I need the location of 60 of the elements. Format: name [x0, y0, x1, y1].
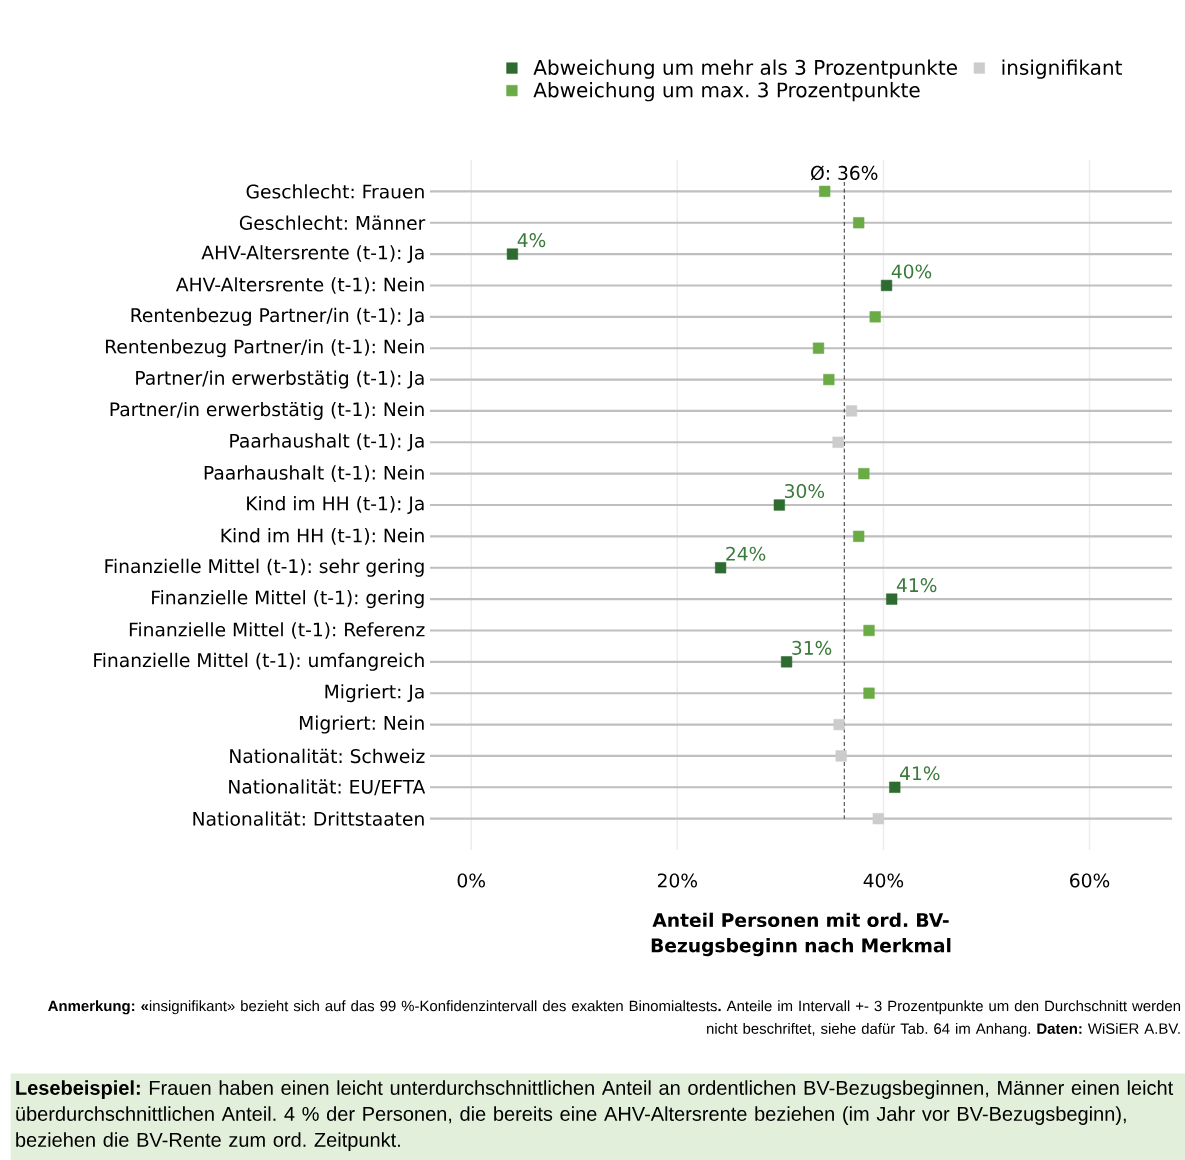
text: Lesebeispiel: Frauen haben einen leicht unterdurchschnittlichen Anteil an ordentlichen BV-Bezugsbeginnen, Männer einen leicht überdurchschnittlichen Anteil. 4 % der Personen, die bereits eine AHV-Altersrente beziehen (im Jahr vor BV-Bezugsbeginn), beziehen die BV-Rente zum ord. Zeitpunkt. — [16, 1080, 1174, 1151]
y-tick-label: Nationalität: Drittstaaten — [193, 811, 424, 826]
y-tick-label: Geschlecht: Frauen — [246, 184, 424, 199]
y-tick-label: Kind im HH (t-1): Ja — [247, 496, 424, 514]
data-label: 41% — [899, 766, 940, 781]
y-tick-label: Finanzielle Mittel (t-1): gering — [152, 590, 424, 609]
point — [819, 185, 831, 197]
data-label: 30% — [785, 483, 825, 499]
y-tick-label: Migriert: Ja — [325, 684, 424, 703]
point — [845, 405, 858, 417]
point — [889, 781, 901, 793]
y-tick-label: Nationalität: Schweiz — [230, 748, 425, 764]
point — [853, 217, 865, 229]
point — [833, 718, 845, 731]
point — [886, 593, 898, 605]
data-label: 4% — [517, 233, 546, 248]
y-tick-label: Paarhaushalt (t-1): Ja — [230, 433, 424, 452]
legend-label: Abweichung um max. 3 Prozentpunkte — [533, 82, 920, 102]
point — [872, 813, 884, 825]
point — [835, 750, 847, 762]
ref-line-label: Ø: 36% — [811, 165, 878, 181]
point — [832, 436, 844, 448]
point — [812, 342, 825, 354]
legend-label: Abweichung um mehr als 3 Prozentpunkte — [533, 59, 957, 79]
legend-label: insignifikant — [1002, 59, 1122, 79]
y-tick-label: Nationalität: EU/EFTA — [229, 779, 426, 796]
point — [823, 373, 835, 386]
data-label: 40% — [891, 264, 932, 279]
point — [869, 311, 881, 323]
text: Anmerkung: «insignifikant» bezieht sich auf das 99 %-Konfidenzintervall des exakten Binomialtests. Anteile im Intervall +- 3 Prozentpunkte um den Durchschnitt werden nicht beschriftet, siehe dafür Tab. 64 im Anhang. Daten: WiSiER A.BV. — [48, 1000, 1181, 1037]
y-tick-label: AHV-Altersrente (t-1): Ja — [201, 245, 424, 264]
y-tick-label: Migriert: Nein — [299, 715, 424, 734]
y-tick-label: AHV-Altersrente (t-1): Nein — [175, 277, 424, 294]
point — [780, 656, 793, 668]
point — [715, 562, 727, 574]
y-tick-label: Finanzielle Mittel (t-1): sehr gering — [105, 558, 424, 577]
x-axis-title: Anteil Personen mit ord. BV-Bezugsbeginn nach Merkmal — [651, 912, 951, 957]
x-tick-label: 40% — [863, 873, 904, 888]
y-tick-label: Finanzielle Mittel (t-1): Referenz — [129, 622, 425, 639]
point — [863, 624, 875, 637]
point — [853, 530, 865, 542]
point — [858, 468, 870, 480]
y-tick-label: Finanzielle Mittel (t-1): umfangreich — [94, 652, 424, 671]
y-tick-label: Partner/in erwerbstätig (t-1): Ja — [136, 370, 424, 389]
y-tick-label: Paarhaushalt (t-1): Nein — [204, 465, 424, 482]
point — [880, 279, 893, 292]
point — [863, 687, 875, 699]
x-tick-label: 0% — [457, 873, 485, 888]
y-tick-label: Partner/in erwerbstätig (t-1): Nein — [110, 401, 424, 420]
data-label: 31% — [792, 640, 832, 655]
y-tick-label: Kind im HH (t-1): Nein — [221, 528, 424, 545]
point — [506, 248, 519, 260]
x-tick-label: 20% — [657, 873, 698, 888]
y-tick-label: Rentenbezug Partner/in (t-1): Nein — [106, 339, 424, 358]
y-tick-label: Rentenbezug Partner/in (t-1): Ja — [131, 307, 424, 326]
point — [773, 499, 785, 511]
data-label: 24% — [726, 546, 766, 561]
y-tick-label: Geschlecht: Männer — [239, 215, 426, 230]
x-tick-label: 60% — [1070, 873, 1110, 888]
data-label: 41% — [896, 578, 937, 593]
